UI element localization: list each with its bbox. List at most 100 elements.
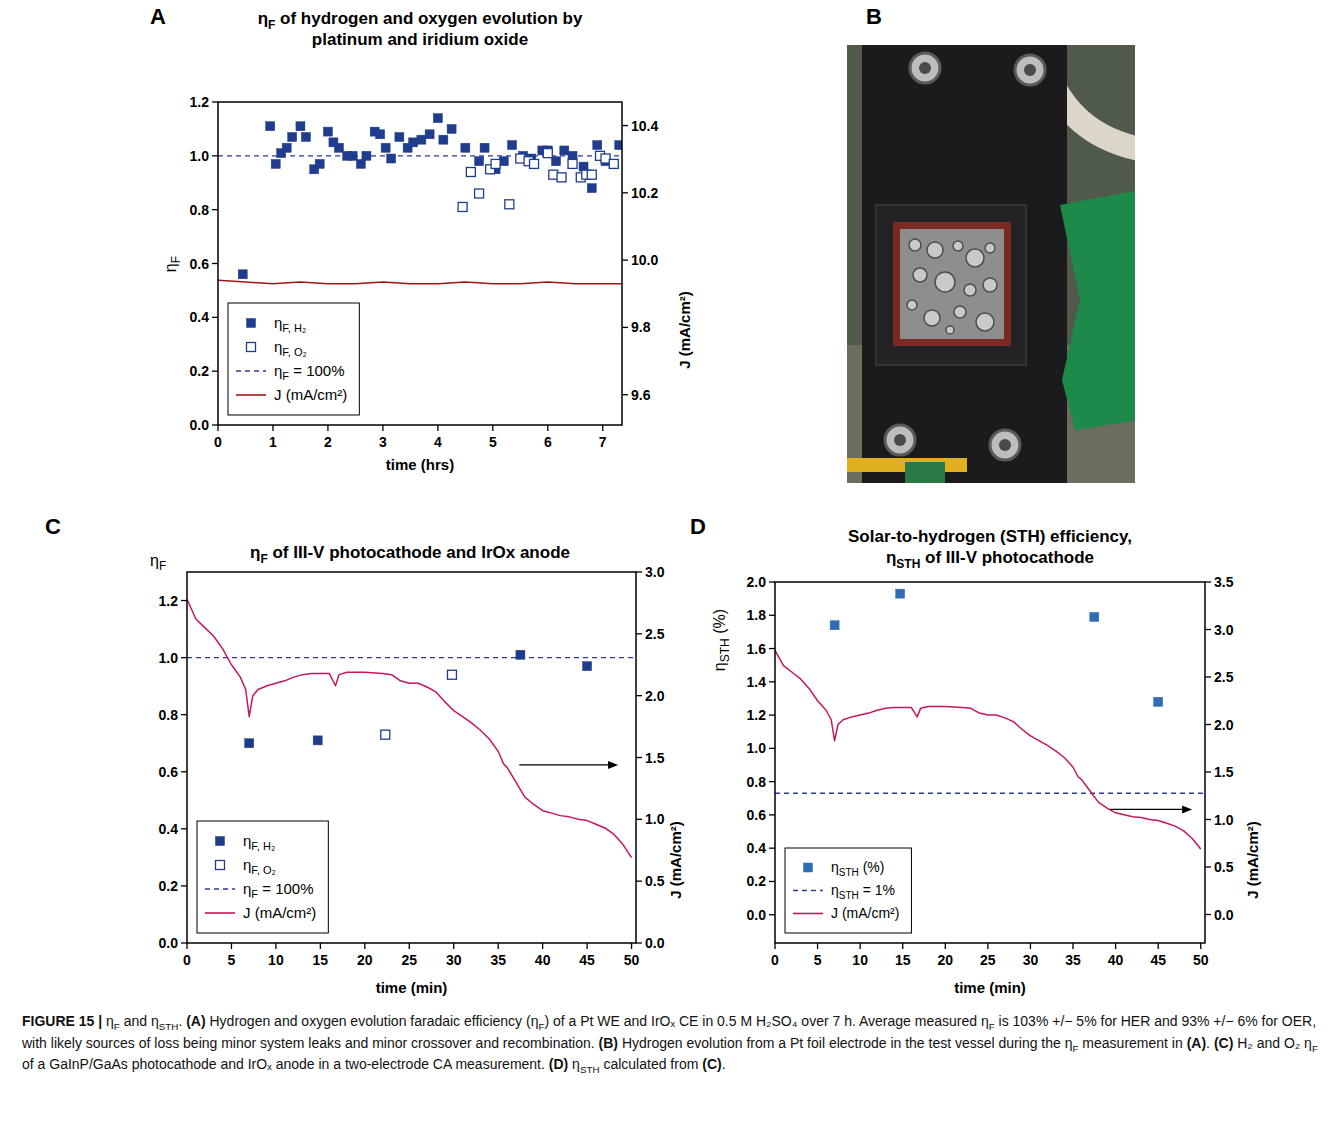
- y-tick: [769, 615, 775, 616]
- text-run: 2.0: [1214, 717, 1234, 733]
- y2-axis-title: J (mA/cm²): [676, 291, 693, 369]
- x-tick-label: 15: [895, 952, 911, 968]
- y2-tick-label: 3.0: [645, 564, 665, 580]
- subscript: F: [989, 1021, 995, 1032]
- x-tick-label: 0: [183, 952, 191, 968]
- data-point: [417, 135, 426, 144]
- y2-tick-label: 10.0: [631, 252, 658, 268]
- data-point: [491, 159, 500, 168]
- data-point: [1154, 697, 1163, 706]
- text-run: 0.0: [159, 935, 179, 951]
- text-run: 45: [579, 952, 595, 968]
- y-tick: [181, 600, 187, 601]
- data-line: [218, 280, 622, 283]
- y-tick-label: 1.2: [190, 94, 210, 110]
- text-run: 2.0: [645, 688, 665, 704]
- text-run: .: [178, 1013, 186, 1029]
- text-run: = 100%: [258, 880, 313, 897]
- y-tick: [769, 814, 775, 815]
- text-run: 4: [434, 434, 442, 450]
- text-run: 1.2: [747, 707, 767, 723]
- data-point: [609, 159, 618, 168]
- bubble: [966, 249, 984, 267]
- text-run: 35: [1065, 952, 1081, 968]
- x-tick: [320, 943, 321, 949]
- reference-line: [187, 657, 636, 658]
- text-run: 10: [268, 952, 284, 968]
- y-tick: [769, 648, 775, 649]
- legend-symbol: [236, 370, 266, 372]
- y-tick: [181, 714, 187, 715]
- caption-label: FIGURE 15 |: [22, 1013, 102, 1029]
- x-tick: [492, 425, 493, 431]
- text-run: 1.2: [159, 593, 179, 609]
- x-tick: [186, 943, 187, 949]
- text-run: 0.0: [747, 907, 767, 923]
- data-point: [587, 184, 596, 193]
- x-tick-label: 40: [1108, 952, 1124, 968]
- y2-tick-label: 9.6: [631, 387, 651, 403]
- figure: AηF of hydrogen and oxygen evolution byp…: [0, 0, 1342, 1005]
- panel-letter: B: [866, 4, 882, 29]
- y-tick: [769, 714, 775, 715]
- holder-recess: [876, 205, 1026, 365]
- y2-tick-label: 2.5: [1214, 669, 1234, 685]
- text-run: = 1%: [859, 882, 895, 898]
- y-tick: [769, 681, 775, 682]
- y-tick-label: 0.4: [747, 840, 767, 856]
- y2-tick: [1205, 914, 1211, 915]
- text-run: 25: [980, 952, 996, 968]
- text-run: F, O₂: [251, 864, 275, 876]
- data-point: [395, 132, 404, 141]
- text-run: (%): [711, 609, 728, 638]
- text-run: 10.4: [631, 118, 658, 134]
- text-run: of III-V photocathode and IrOx anode: [268, 543, 570, 562]
- plot-data: [775, 589, 1205, 849]
- text-run: calculated from: [600, 1056, 703, 1072]
- legend: ηSTH (%)ηSTH = 1%J (mA/cm²): [785, 848, 911, 933]
- caption: FIGURE 15 | ηF and ηSTH. (A) Hydrogen an…: [22, 1012, 1318, 1077]
- text-run: 0.4: [747, 840, 767, 856]
- y-tick-label: 1.4: [747, 674, 767, 690]
- x-tick: [817, 943, 818, 949]
- legend-box: [228, 303, 359, 415]
- x-tick-label: 25: [980, 952, 996, 968]
- x-tick: [453, 943, 454, 949]
- data-point: [356, 159, 365, 168]
- y-tick-label: 1.0: [747, 740, 767, 756]
- panel-letter: D: [690, 514, 706, 539]
- text-run: F, H₂: [282, 322, 306, 334]
- y2-tick: [636, 571, 642, 572]
- y-tick-label: 0.4: [190, 309, 210, 325]
- y-tick: [212, 371, 218, 372]
- y-tick-label: 1.8: [747, 607, 767, 623]
- text-run: 0: [183, 952, 191, 968]
- y-tick-label: 0.8: [159, 707, 179, 723]
- x-tick: [902, 943, 903, 949]
- text-run: η: [274, 338, 282, 355]
- axis-arrow: [519, 764, 610, 765]
- x-tick-label: 7: [599, 434, 607, 450]
- data-line: [187, 599, 632, 857]
- y-tick: [212, 317, 218, 318]
- x-tick-label: 4: [434, 434, 442, 450]
- y2-tick: [1205, 676, 1211, 677]
- text-run: η: [831, 859, 839, 875]
- data-point: [425, 130, 434, 139]
- x-tick: [498, 943, 499, 949]
- y-tick-label: 2.0: [747, 574, 767, 590]
- data-point: [508, 141, 517, 150]
- legend-symbol: [793, 913, 823, 915]
- data-point: [447, 670, 456, 679]
- text-run: 0.8: [747, 774, 767, 790]
- axis-arrow: [1110, 809, 1184, 810]
- y2-tick: [636, 942, 642, 943]
- y-tick: [769, 581, 775, 582]
- legend-label: J (mA/cm²): [243, 904, 316, 921]
- reference-line: [775, 793, 1205, 794]
- x-tick-label: 50: [624, 952, 640, 968]
- legend-label: ηSTH = 1%: [831, 882, 895, 901]
- data-point: [560, 146, 569, 155]
- y2-tick: [622, 259, 628, 260]
- data-point: [461, 143, 470, 152]
